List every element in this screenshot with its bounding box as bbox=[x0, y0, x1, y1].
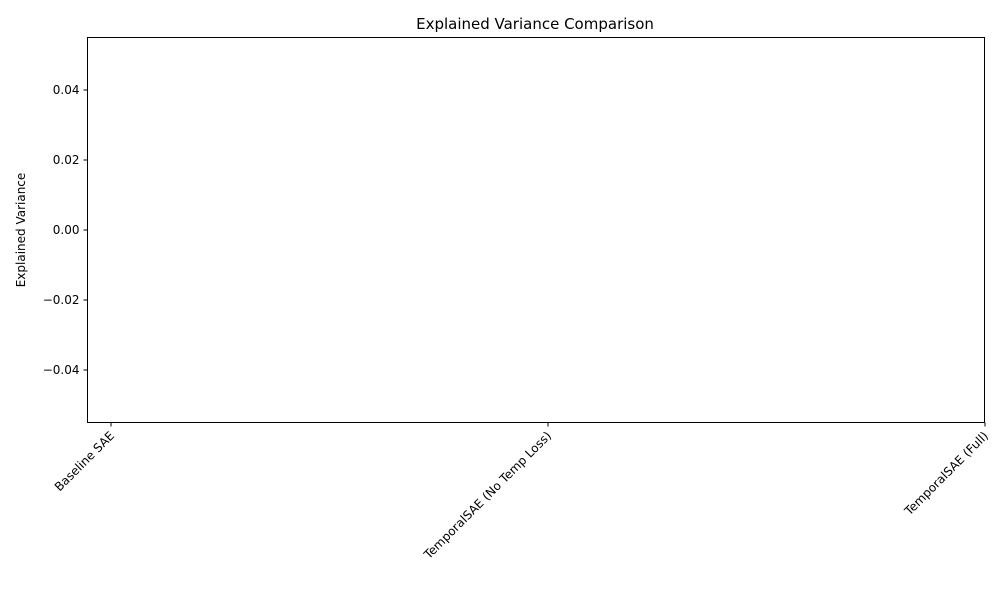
x-tick-label: TemporalSAE (No Temp Loss) bbox=[420, 429, 554, 563]
y-axis-label: Explained Variance bbox=[14, 173, 28, 288]
y-tick-label: 0.04 bbox=[53, 83, 80, 97]
y-tick-label: −0.02 bbox=[43, 293, 80, 307]
y-tick-label: −0.04 bbox=[43, 363, 80, 377]
y-tick-label: 0.02 bbox=[53, 153, 80, 167]
y-ticks-group: −0.04 −0.02 0.00 0.02 0.04 bbox=[43, 83, 88, 377]
x-tick-label: TemporalSAE (Full) bbox=[901, 429, 991, 519]
y-tick-label: 0.00 bbox=[53, 223, 80, 237]
x-ticks-group: Baseline SAE TemporalSAE (No Temp Loss) Te… bbox=[52, 422, 991, 563]
chart-title: Explained Variance Comparison bbox=[416, 15, 654, 33]
x-tick-label: Baseline SAE bbox=[52, 429, 117, 494]
plot-area-frame bbox=[87, 37, 985, 423]
